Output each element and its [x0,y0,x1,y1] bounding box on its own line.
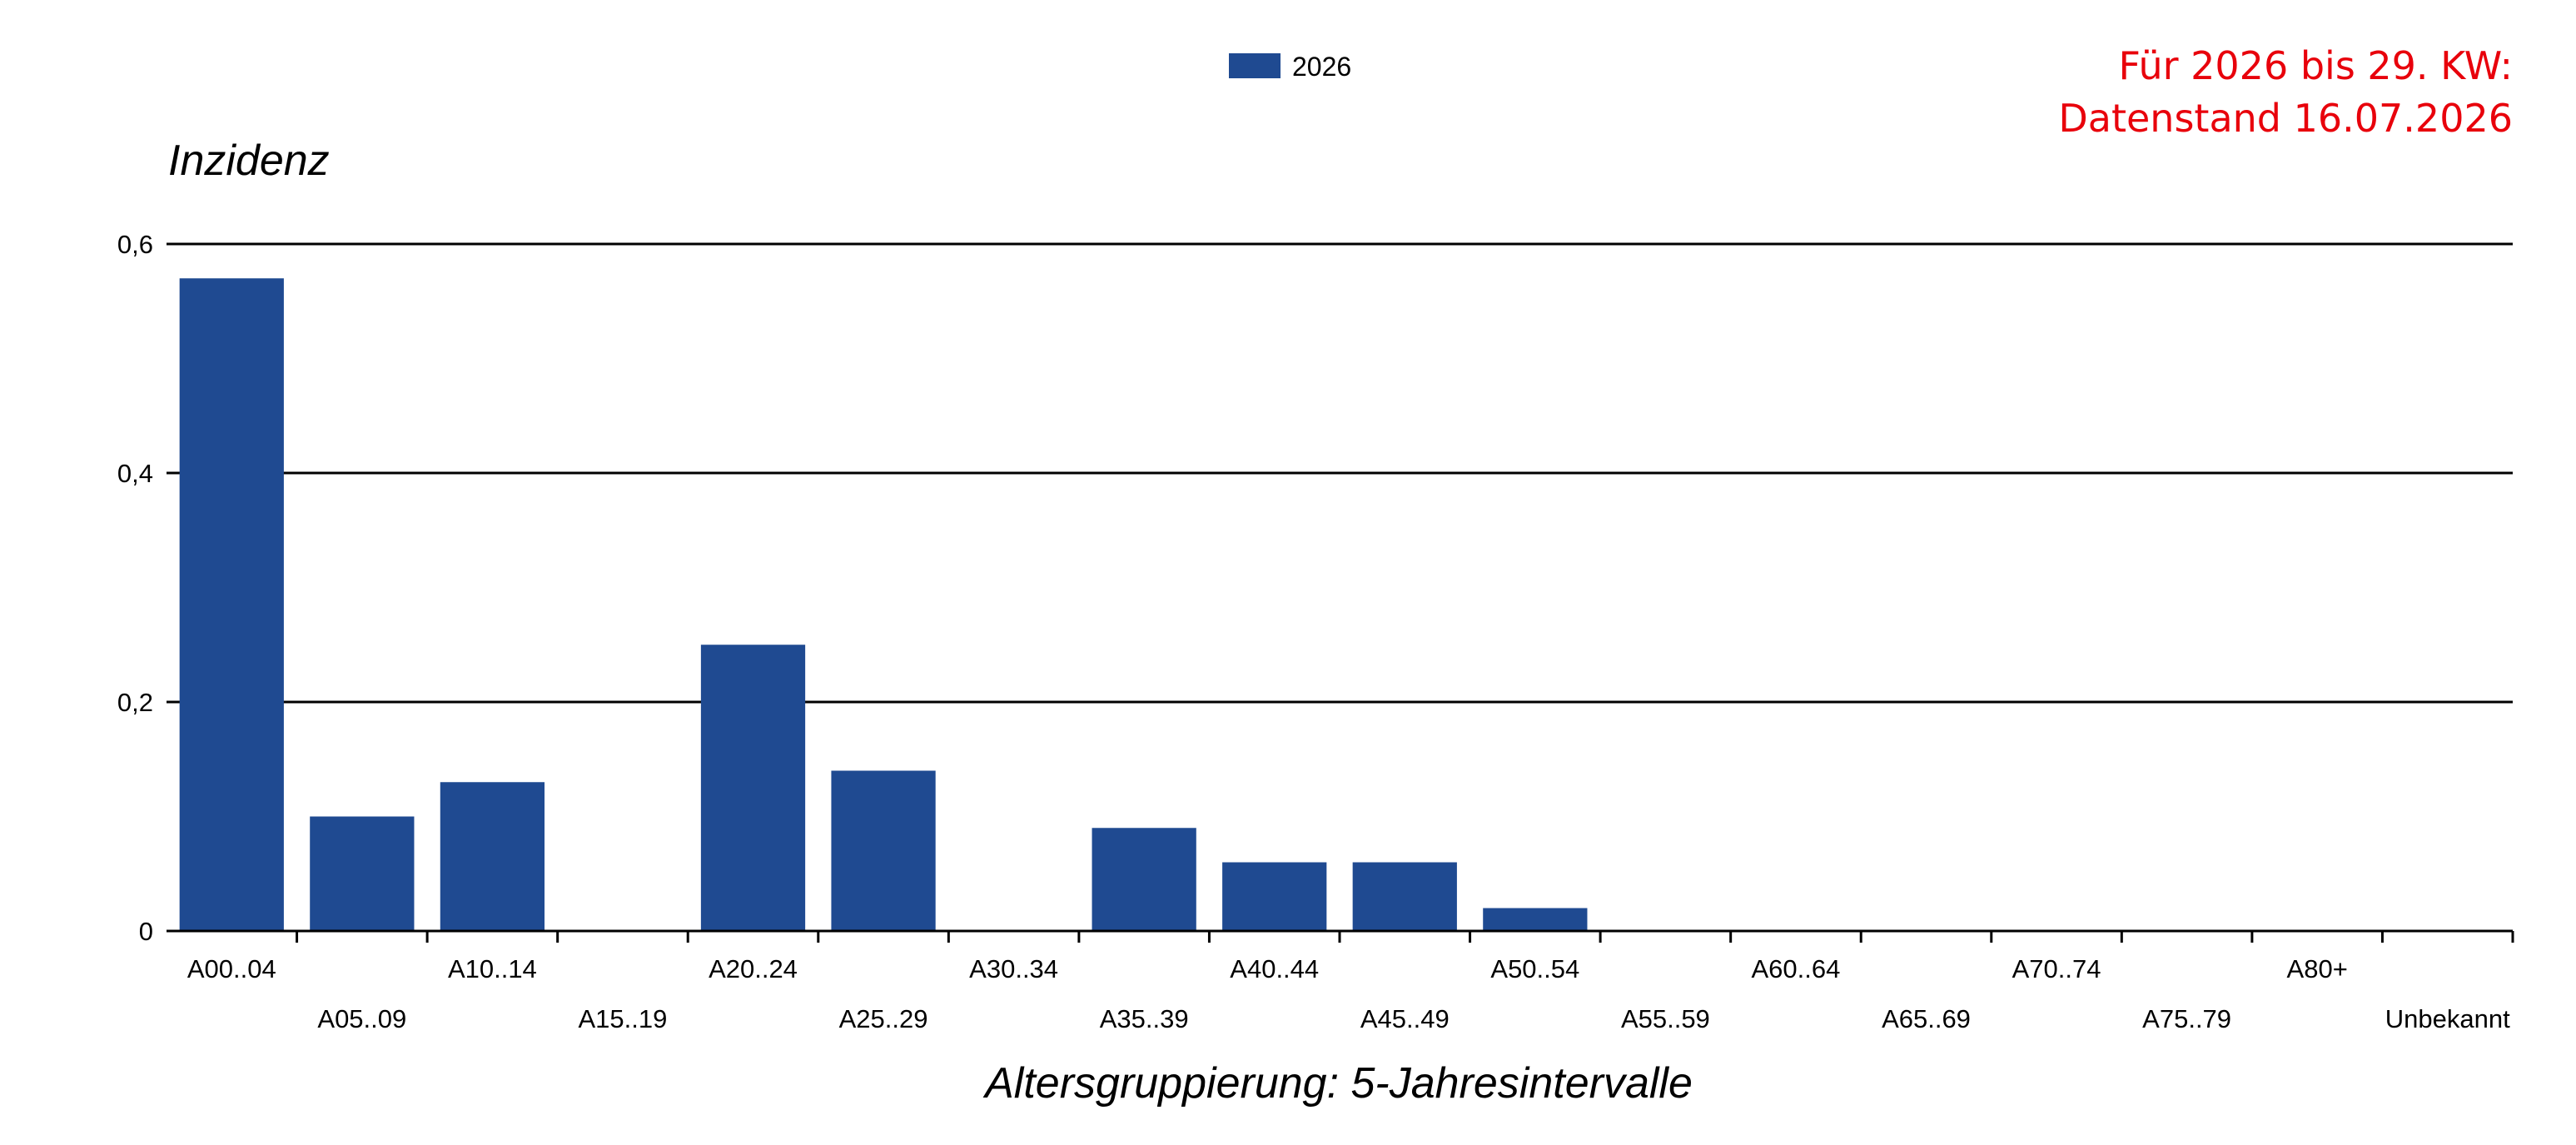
bar [310,816,415,931]
x-tick-label: Unbekannt [2385,1004,2510,1033]
gridlines [167,242,2513,704]
x-tick-label: A80+ [2287,954,2348,983]
legend: 2026 [1229,52,1351,82]
x-tick-labels: A00..04 A05..09 A10..14 A15..19 A20..24 A25..… [187,954,2510,1033]
data-status-note-line2: Datenstand 16.07.2026 [2058,96,2513,141]
x-tick-label: A15..19 [579,1004,668,1033]
x-tick-label: A05..09 [317,1004,406,1033]
legend-label-2026: 2026 [1292,52,1351,82]
bar [1222,862,1327,931]
x-tick-label: A50..54 [1490,954,1579,983]
y-tick-label: 0,4 [117,459,153,488]
y-tick-labels: 0 0,2 0,4 0,6 [117,230,153,946]
x-tick-label: A70..74 [2012,954,2101,983]
x-axis [167,929,2514,943]
x-tick-label: A10..14 [448,954,537,983]
y-axis-label: Inzidenz [168,137,330,185]
data-status-note-line1: Für 2026 bis 29. KW: [2119,43,2513,88]
x-tick-label: A60..64 [1752,954,1841,983]
x-tick-label: A45..49 [1360,1004,1450,1033]
y-tick-label: 0,6 [117,230,153,259]
x-tick-label: A75..79 [2142,1004,2231,1033]
x-tick-label: A35..39 [1100,1004,1189,1033]
bar [1092,828,1196,931]
bar [1483,908,1588,931]
legend-swatch-2026 [1229,53,1281,78]
x-tick-label: A40..44 [1230,954,1319,983]
x-tick-label: A30..34 [969,954,1058,983]
x-tick-label: A55..59 [1621,1004,1710,1033]
x-tick-label: A20..24 [709,954,798,983]
x-axis-label: Altersgruppierung: 5-Jahresintervalle [982,1059,1693,1108]
bar [440,782,545,931]
x-tick-label: A65..69 [1882,1004,1971,1033]
bar [831,770,936,931]
y-tick-label: 0,2 [117,688,153,717]
x-tick-label: A00..04 [187,954,276,983]
bar [700,645,806,931]
bars [179,278,1588,931]
x-tick-label: A25..29 [839,1004,928,1033]
bar [1352,862,1457,931]
bar [179,278,284,931]
y-tick-label: 0 [139,917,153,946]
